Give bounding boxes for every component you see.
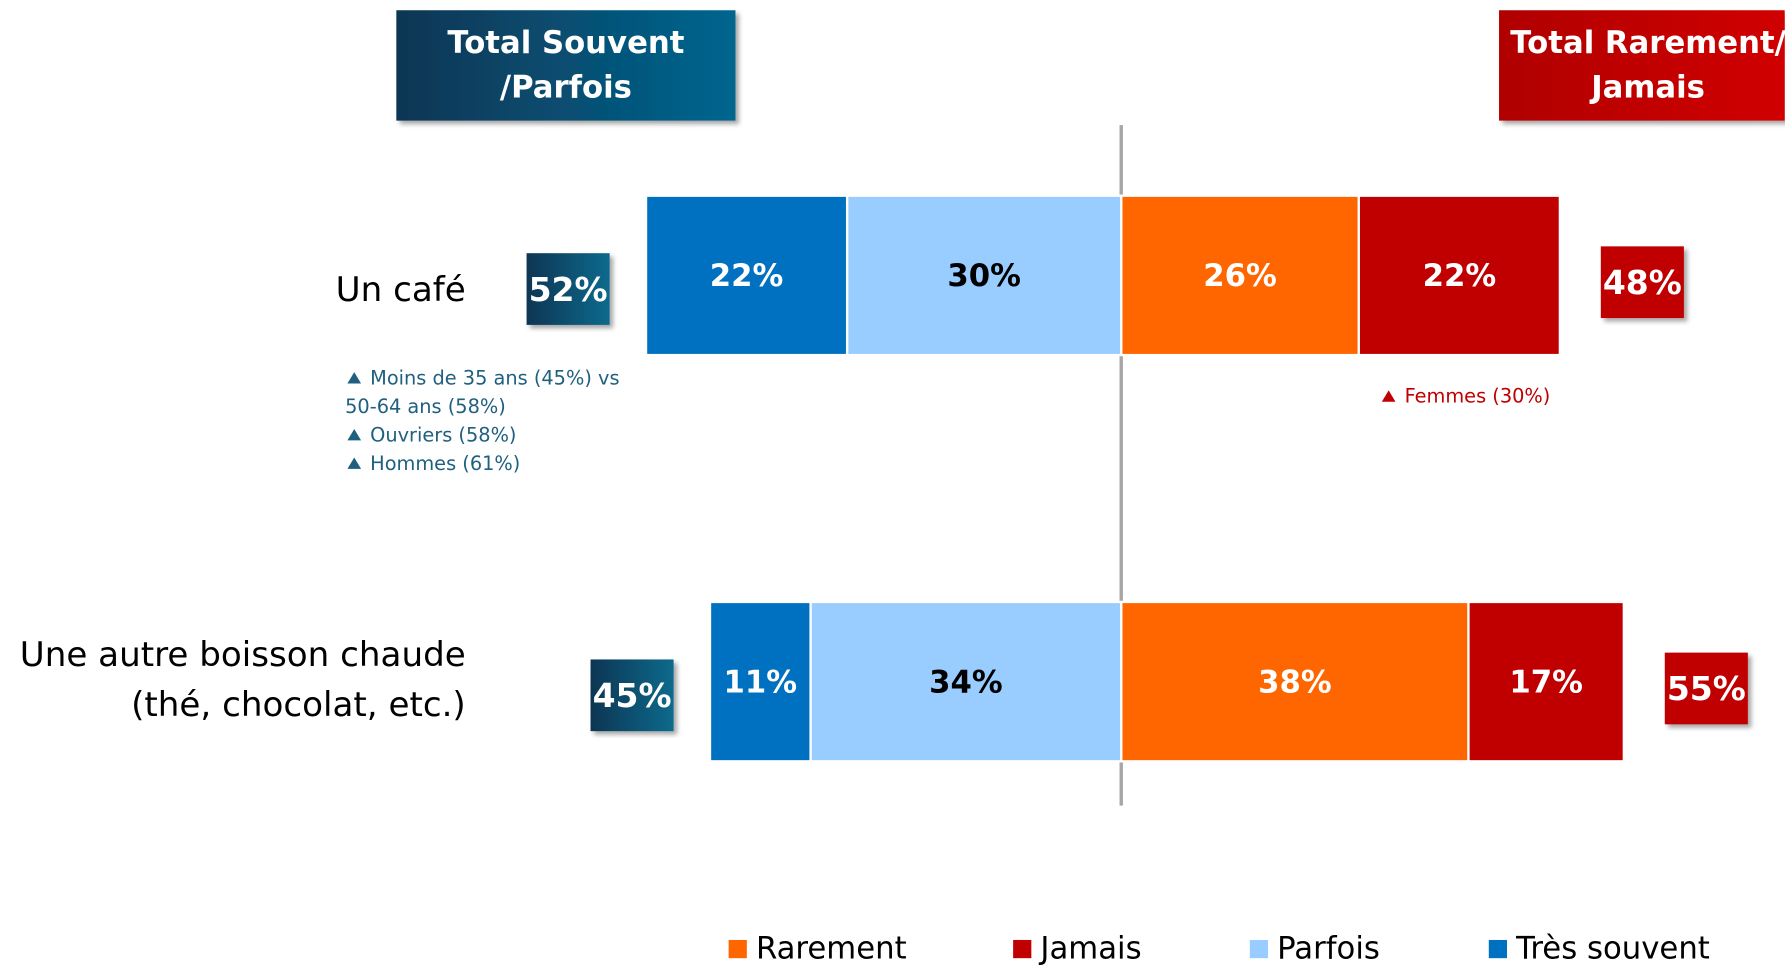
note-bullet	[1381, 390, 1396, 402]
bar-segment	[1357, 194, 1561, 357]
total-box	[1664, 652, 1748, 725]
bar-segment	[809, 600, 1123, 763]
header-left-box	[396, 10, 736, 121]
header-right: Total Rarement/	[1510, 25, 1785, 61]
category-label: Une autre boisson chaude	[20, 635, 466, 675]
note-text: Hommes (61%)	[370, 452, 520, 475]
legend-label: Rarement	[756, 931, 907, 965]
note-text: 50-64 ans (58%)	[345, 395, 506, 418]
total-label: 52%	[529, 270, 608, 309]
value-label: 34%	[929, 664, 1003, 700]
category-label: (thé, chocolat, etc.)	[131, 685, 466, 725]
bar-segment	[1467, 600, 1625, 763]
note-bullet	[347, 457, 362, 469]
value-label: 22%	[1423, 258, 1497, 294]
legend-swatch	[1013, 939, 1032, 959]
header-left: /Parfois	[500, 69, 632, 105]
legend-label: Parfois	[1277, 931, 1380, 965]
value-label: 38%	[1258, 664, 1332, 700]
bar-segment	[845, 194, 1123, 357]
total-label: 45%	[593, 676, 672, 715]
note-text: Moins de 35 ans (45%) vs	[370, 366, 619, 389]
total-label: 48%	[1603, 263, 1682, 302]
header-right-box	[1499, 10, 1785, 121]
note-bullet	[347, 372, 362, 384]
value-label: 11%	[724, 664, 798, 700]
bar-segment	[644, 194, 849, 357]
note-text: Femmes (30%)	[1405, 385, 1551, 408]
total-label: 55%	[1667, 669, 1746, 708]
note-text: Ouvriers (58%)	[370, 423, 516, 446]
legend-label: Très souvent	[1515, 931, 1710, 965]
value-label: 30%	[947, 258, 1021, 294]
header-left: Total Souvent	[447, 25, 684, 61]
category-label: Un café	[336, 270, 466, 310]
legend-swatch	[1249, 939, 1269, 959]
header-right: Jamais	[1589, 69, 1705, 105]
total-box	[526, 253, 610, 325]
legend-swatch	[728, 939, 747, 959]
bar-segment	[708, 600, 812, 763]
value-label: 17%	[1509, 664, 1583, 700]
legend-label: Jamais	[1038, 931, 1141, 965]
value-label: 22%	[710, 258, 784, 294]
note-bullet	[347, 429, 362, 441]
value-label: 26%	[1203, 258, 1277, 294]
legend-swatch	[1488, 939, 1508, 959]
total-box	[590, 659, 674, 732]
total-box	[1600, 246, 1684, 319]
